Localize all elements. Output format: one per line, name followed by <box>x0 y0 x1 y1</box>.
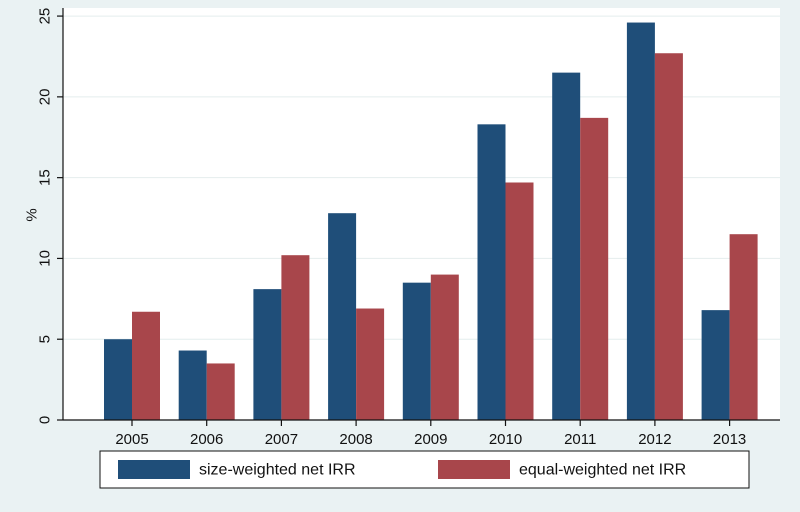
bar-size-weighted-2010 <box>477 124 506 421</box>
bars <box>104 22 758 421</box>
legend-label-equal-weighted: equal-weighted net IRR <box>519 462 686 479</box>
legend-box <box>99 450 750 489</box>
bar-size-weighted-2009 <box>402 282 431 420</box>
bar-size-weighted-2008 <box>328 213 357 420</box>
bar-equal-weighted-2011 <box>580 117 609 420</box>
legend: size-weighted net IRR equal-weighted net… <box>99 450 750 489</box>
y-axis-label: % <box>24 208 41 221</box>
x-axis-ticks: 2005 2006 2007 2008 2009 2010 2011 2012 2013 <box>115 420 746 448</box>
x-tick-label: 2012 <box>638 431 671 448</box>
x-tick-label: 2009 <box>414 431 447 448</box>
y-tick-label: 5 <box>37 335 54 343</box>
bar-equal-weighted-2005 <box>132 311 160 420</box>
axes <box>62 8 780 421</box>
bar-equal-weighted-2008 <box>356 308 385 420</box>
y-axis-ticks: 0 5 10 15 20 25 <box>37 8 63 424</box>
bar-size-weighted-2013 <box>701 310 730 420</box>
x-tick-label: 2011 <box>564 431 596 448</box>
legend-swatch-equal-weighted <box>438 460 510 479</box>
x-tick-label: 2013 <box>713 431 746 448</box>
y-tick-label: 25 <box>37 8 54 25</box>
bar-equal-weighted-2012 <box>654 53 683 420</box>
bar-equal-weighted-2007 <box>281 255 310 420</box>
y-tick-label: 20 <box>37 89 54 106</box>
bar-equal-weighted-2006 <box>206 363 235 420</box>
x-tick-label: 2008 <box>339 431 372 448</box>
bar-equal-weighted-2009 <box>430 274 459 420</box>
bar-size-weighted-2011 <box>552 72 581 421</box>
bar-equal-weighted-2010 <box>505 182 534 420</box>
x-tick-label: 2007 <box>265 431 298 448</box>
x-tick-label: 2010 <box>489 431 522 448</box>
y-tick-label: 0 <box>37 416 54 424</box>
bar-size-weighted-2005 <box>104 339 132 420</box>
legend-label-size-weighted: size-weighted net IRR <box>199 462 356 479</box>
bar-size-weighted-2007 <box>253 289 282 420</box>
y-tick-label: 10 <box>37 250 54 267</box>
legend-swatch-size-weighted <box>118 460 190 479</box>
bar-equal-weighted-2013 <box>729 234 758 420</box>
bar-size-weighted-2006 <box>178 350 207 420</box>
x-tick-label: 2005 <box>115 431 148 448</box>
bar-size-weighted-2012 <box>626 22 655 421</box>
x-tick-label: 2006 <box>190 431 223 448</box>
y-tick-label: 15 <box>37 169 54 186</box>
